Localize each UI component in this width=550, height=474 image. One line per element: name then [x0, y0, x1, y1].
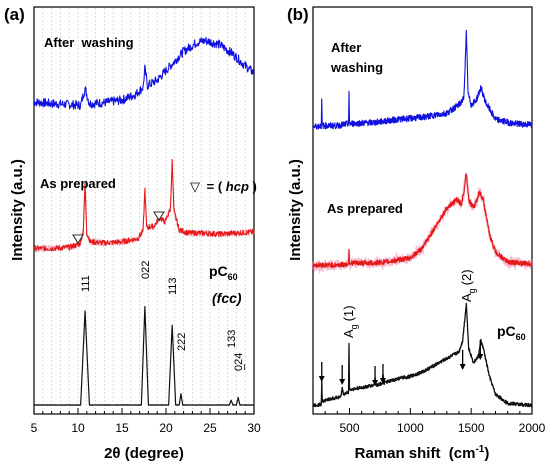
peak-arrow — [459, 350, 466, 370]
panel-b-series-line — [312, 173, 533, 269]
ag2-base: A — [459, 293, 474, 302]
hcp-legend-prefix: = ( — [207, 179, 223, 194]
panel-a-hcp-markers — [72, 211, 165, 245]
hcp-legend-italic: hcp — [226, 179, 249, 194]
b-xlabel-end: ) — [484, 445, 489, 462]
panel-a-series — [33, 36, 255, 406]
peak-arrow — [318, 362, 325, 382]
panel-b: (b) 500 1000 1500 2000 After washing As pre… — [287, 5, 546, 462]
panel-b-tick-label: 1500 — [458, 421, 485, 435]
peak-arrow — [372, 366, 379, 386]
pc60-a-base: pC — [209, 263, 228, 279]
label-fcc: (fcc) — [212, 290, 242, 306]
label-ag1: Ag (1) — [341, 305, 359, 338]
panel-b-ylabel: Intensity (a.u.) — [287, 159, 304, 261]
panel-b-x-ticks: 500 1000 1500 2000 — [324, 408, 546, 435]
panel-a-label: (a) — [4, 5, 25, 24]
label-as-prepared-a: As prepared — [40, 176, 116, 191]
pc60-b-base: pC — [497, 323, 516, 339]
hcp-marker — [152, 211, 165, 222]
ag2-sub: g — [467, 288, 477, 293]
panel-a-xlabel: 2θ (degree) — [104, 445, 184, 462]
label-pc60-b: pC60 — [497, 323, 526, 342]
label-after-b-line1: After — [331, 40, 361, 55]
ag1-paren: (1) — [341, 305, 356, 321]
panel-a-x-ticks: 5 10 15 20 25 30 — [31, 408, 261, 435]
ag2-paren: (2) — [459, 269, 474, 285]
panel-a-peak-label: 111 — [80, 275, 92, 292]
panel-b-xlabel: Raman shift (cm-1) — [355, 444, 490, 462]
ag1-base: A — [341, 329, 356, 338]
hcp-marker — [72, 234, 84, 245]
panel-a-series-line — [33, 305, 255, 406]
panel-a-series-line — [33, 36, 255, 111]
panel-a-tick-label: 10 — [71, 421, 85, 435]
label-pc60-a: pC60 — [209, 263, 238, 282]
panel-a-grid — [42, 8, 246, 413]
label-after-b-line2: washing — [330, 60, 383, 75]
panel-b-tick-label: 500 — [339, 421, 359, 435]
panel-b-series-line — [312, 302, 533, 408]
panel-b-tick-label: 2000 — [519, 421, 546, 435]
pc60-b-sub: 60 — [516, 332, 526, 342]
panel-a-peak-label: 113 — [167, 277, 179, 295]
label-after-washing-a: After washing — [44, 35, 134, 50]
panel-a-peak-label: 022 — [140, 261, 152, 279]
panel-a-frame — [33, 6, 255, 415]
peak-arrow — [477, 340, 484, 360]
panel-a: (a) 5 10 15 20 25 30 111 022 113 222 133 024 After… — [4, 5, 261, 462]
peak-arrow — [379, 364, 386, 384]
panel-b-series-line — [312, 29, 533, 130]
hcp-legend-suffix: ) — [253, 179, 257, 194]
panel-a-peak-labels: 111 022 113 222 133 024 — [80, 261, 245, 371]
fcc-text: (fcc) — [212, 290, 242, 306]
panel-a-tick-label: 25 — [203, 421, 217, 435]
ag1-sub: g — [349, 324, 359, 329]
panel-a-tick-label: 5 — [31, 421, 38, 435]
panel-b-arrows — [318, 340, 484, 386]
label-ag2: Ag (2) — [459, 269, 477, 302]
b-xlabel-base: Raman shift (cm — [355, 445, 476, 462]
hcp-legend: ▽ = ( hcp ) — [190, 179, 257, 194]
pc60-a-sub: 60 — [228, 272, 238, 282]
panel-a-series-line — [33, 158, 255, 252]
panel-a-tick-label: 30 — [247, 421, 261, 435]
hcp-legend-symbol: ▽ — [190, 179, 200, 194]
panel-a-peak-label: 133 — [226, 330, 238, 348]
panel-a-tick-label: 20 — [159, 421, 173, 435]
panel-b-tick-label: 1000 — [397, 421, 424, 435]
panel-b-series — [311, 29, 534, 408]
peak-arrow — [339, 365, 346, 385]
panel-a-tick-label: 15 — [115, 421, 129, 435]
b-xlabel-sup: -1 — [475, 444, 484, 455]
panel-a-peak-label: 222 — [176, 333, 188, 351]
label-as-prepared-b: As prepared — [327, 201, 403, 216]
panel-b-label: (b) — [287, 5, 309, 24]
panel-a-peak-label: 024 — [233, 353, 245, 371]
panel-a-ylabel: Intensity (a.u.) — [9, 159, 26, 261]
